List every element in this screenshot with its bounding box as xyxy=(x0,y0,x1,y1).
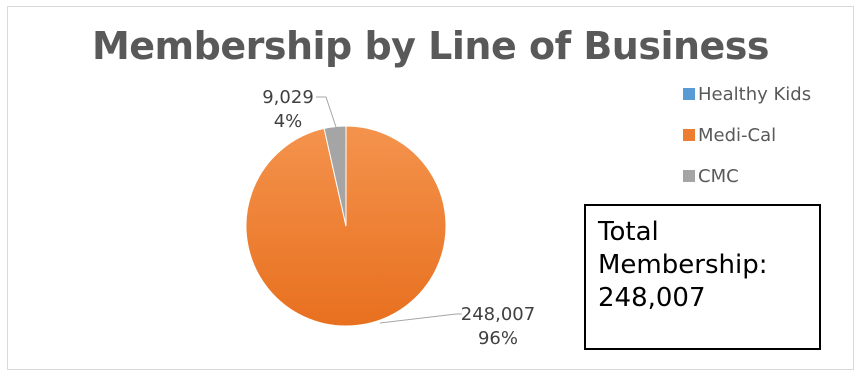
total-line-3: 248,007 xyxy=(598,283,706,313)
data-label-cmc-percent: 4% xyxy=(273,111,303,132)
data-label-cmc-value: 9,029 xyxy=(262,87,314,108)
legend-item-healthy-kids: Healthy Kids xyxy=(683,83,812,105)
legend-label-cmc: CMC xyxy=(698,165,739,187)
legend-item-medi-cal: Medi-Cal xyxy=(683,124,811,146)
data-label-medi-cal-value: 248,007 xyxy=(460,304,536,325)
legend-swatch-cmc xyxy=(683,170,695,182)
total-line-2: Membership: xyxy=(598,250,768,280)
data-label-medi-cal: 248,007 96% xyxy=(458,303,538,351)
chart-legend: Healthy Kids Medi-Cal CMC xyxy=(683,84,811,207)
chart-title: Membership by Line of Business xyxy=(91,24,770,68)
pie-slice-cmc xyxy=(323,125,347,227)
legend-swatch-healthy-kids xyxy=(683,88,695,100)
total-line-1: Total xyxy=(598,217,659,247)
data-label-medi-cal-percent: 96% xyxy=(477,328,518,349)
leader-line-medi-cal xyxy=(379,313,462,324)
legend-item-cmc: CMC xyxy=(683,165,811,187)
data-label-cmc: 9,029 4% xyxy=(258,86,318,134)
total-membership-box: Total Membership: 248,007 xyxy=(584,204,821,350)
legend-swatch-medi-cal xyxy=(683,129,695,141)
legend-label-healthy-kids: Healthy Kids xyxy=(698,83,812,105)
leader-line-cmc xyxy=(316,96,337,128)
legend-label-medi-cal: Medi-Cal xyxy=(698,124,777,146)
